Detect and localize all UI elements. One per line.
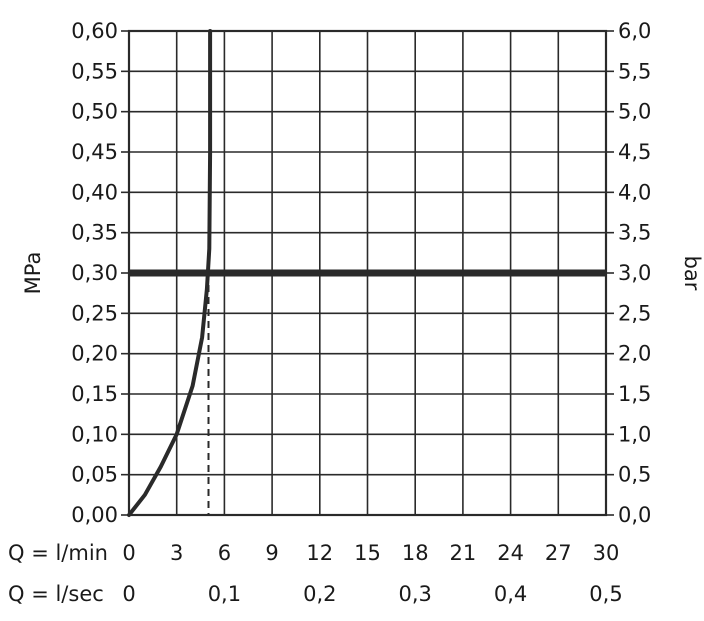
- left-axis-ticks: 0,00 0,05 0,10 0,15 0,20 0,25 0,30 0,35 0,40 0,45…: [71, 19, 129, 527]
- left-tick-label: 0,05: [71, 463, 118, 487]
- right-tick-label: 3,0: [618, 261, 651, 285]
- left-tick-label: 0,50: [71, 100, 118, 124]
- left-tick-label: 0,35: [71, 221, 118, 245]
- right-tick-label: 2,5: [618, 301, 651, 325]
- x-lpm-tick-label: 15: [354, 541, 381, 565]
- series-layer: [127, 29, 213, 517]
- left-tick-label: 0,60: [71, 19, 118, 43]
- x-lpm-tick-label: 30: [593, 541, 620, 565]
- x-axis-lps-label: Q = l/sec: [8, 582, 104, 606]
- left-tick-label: 0,20: [71, 342, 118, 366]
- right-tick-label: 2,0: [618, 342, 651, 366]
- x-lps-tick-label: 0,1: [208, 582, 241, 606]
- right-tick-label: 0,0: [618, 503, 651, 527]
- left-tick-label: 0,10: [71, 422, 118, 446]
- right-tick-label: 5,0: [618, 100, 651, 124]
- right-axis-label: bar: [680, 256, 704, 291]
- x-axis-lps-ticks: 0 0,1 0,2 0,3 0,4 0,5: [122, 582, 622, 606]
- x-axis-lpm-label: Q = l/min: [8, 541, 108, 565]
- x-lpm-tick-label: 3: [170, 541, 183, 565]
- right-tick-label: 3,5: [618, 221, 651, 245]
- x-lps-tick-label: 0: [122, 582, 135, 606]
- series-line: [127, 29, 213, 517]
- left-tick-label: 0,30: [71, 261, 118, 285]
- right-tick-label: 1,0: [618, 422, 651, 446]
- left-tick-label: 0,45: [71, 140, 118, 164]
- right-tick-label: 1,5: [618, 382, 651, 406]
- right-tick-label: 4,0: [618, 180, 651, 204]
- x-axis-lpm-ticks: 0 3 6 9 12 15 18 21 24 27 30: [122, 541, 619, 565]
- left-tick-label: 0,00: [71, 503, 118, 527]
- x-lpm-tick-label: 27: [545, 541, 572, 565]
- x-lps-tick-label: 0,5: [589, 582, 622, 606]
- right-tick-label: 0,5: [618, 463, 651, 487]
- left-tick-label: 0,25: [71, 301, 118, 325]
- x-lpm-tick-label: 24: [497, 541, 524, 565]
- x-lps-tick-label: 0,2: [303, 582, 336, 606]
- x-lpm-tick-label: 21: [450, 541, 477, 565]
- right-tick-label: 4,5: [618, 140, 651, 164]
- x-lpm-tick-label: 12: [306, 541, 333, 565]
- x-lpm-tick-label: 0: [122, 541, 135, 565]
- left-tick-label: 0,15: [71, 382, 118, 406]
- x-lps-tick-label: 0,4: [494, 582, 527, 606]
- x-lps-tick-label: 0,3: [398, 582, 431, 606]
- right-tick-label: 5,5: [618, 59, 651, 83]
- left-tick-label: 0,40: [71, 180, 118, 204]
- x-lpm-tick-label: 9: [265, 541, 278, 565]
- x-lpm-tick-label: 6: [218, 541, 231, 565]
- x-lpm-tick-label: 18: [402, 541, 429, 565]
- right-tick-label: 6,0: [618, 19, 651, 43]
- right-axis-ticks: 0,0 0,5 1,0 1,5 2,0 2,5 3,0 3,5 4,0 4,5 5,0 5,5 6,0: [606, 19, 651, 527]
- left-axis-label: MPa: [21, 252, 45, 295]
- left-tick-label: 0,55: [71, 59, 118, 83]
